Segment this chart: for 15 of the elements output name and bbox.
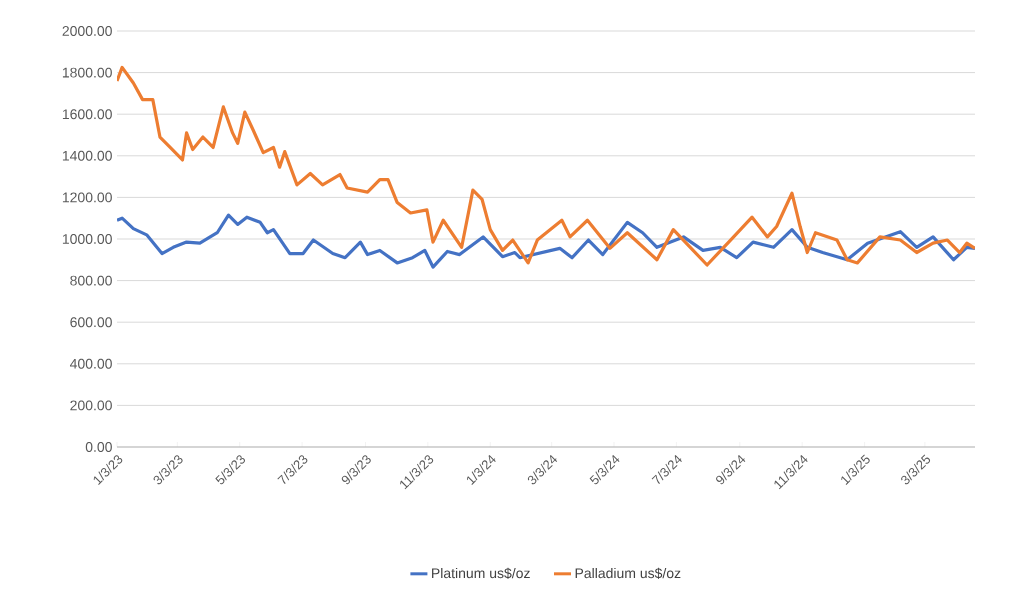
legend-label: Palladium us$/oz [575,567,681,579]
y-tick-label: 1000.00 [62,234,112,244]
y-tick-label: 600.00 [70,317,112,328]
y-tick-label: 1800.00 [62,67,112,78]
y-tick-label: 1600.00 [62,109,112,120]
y-tick-label: 0.00 [85,442,112,452]
y-tick-label: 1200.00 [62,192,112,203]
y-tick-label: 800.00 [70,275,112,286]
y-tick-label: 2000.00 [62,26,112,36]
line-series [117,65,975,267]
y-tick-label: 1400.00 [62,150,112,161]
legend-label: Platinum us$/oz [432,567,530,579]
y-tick-label: 200.00 [70,400,112,411]
y-tick-label: 400.00 [69,358,112,369]
line-series [117,213,975,269]
